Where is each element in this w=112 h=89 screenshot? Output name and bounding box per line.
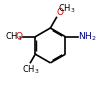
Text: O: O bbox=[57, 8, 64, 17]
Text: CH$_3$: CH$_3$ bbox=[5, 31, 22, 43]
Text: NH$_2$: NH$_2$ bbox=[78, 31, 96, 43]
Text: O: O bbox=[16, 32, 23, 41]
Text: CH$_3$: CH$_3$ bbox=[58, 3, 75, 15]
Text: CH$_3$: CH$_3$ bbox=[22, 63, 39, 76]
